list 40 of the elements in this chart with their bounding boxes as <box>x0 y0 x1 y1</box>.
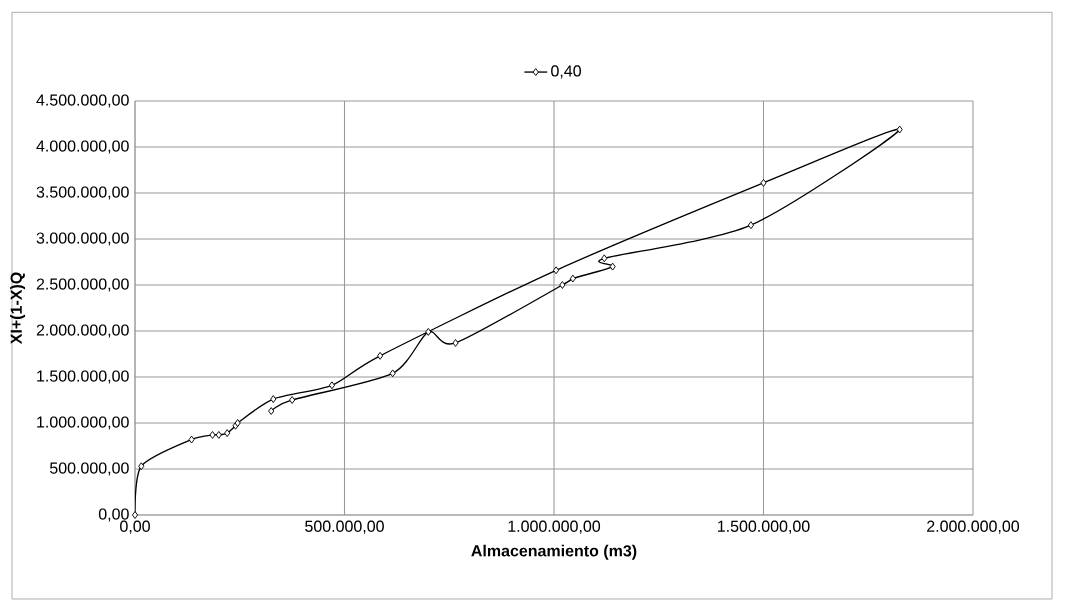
x-tick-label: 1.500.000,00 <box>718 520 810 534</box>
point <box>215 431 222 439</box>
point <box>389 369 396 378</box>
y-tick-label: 3.500.000,00 <box>36 186 129 200</box>
point <box>760 178 767 187</box>
point <box>747 221 754 230</box>
point <box>138 462 145 471</box>
y-tick-label: 1.500.000,00 <box>37 370 129 384</box>
y-tick-label: 500.000,00 <box>49 462 129 476</box>
point <box>601 254 608 263</box>
point <box>328 381 335 390</box>
point <box>131 511 139 519</box>
point <box>569 274 576 283</box>
point <box>559 281 566 289</box>
legend-label: 0,40 <box>551 65 581 79</box>
point <box>553 266 560 275</box>
y-tick-label: 4.000.000,00 <box>36 140 129 154</box>
x-tick-label: 0,00 <box>120 520 150 534</box>
y-tick-label: 0,00 <box>98 508 129 522</box>
point <box>224 429 231 438</box>
y-tick-label: 1.000.000,00 <box>37 416 129 430</box>
x-axis-title: Almacenamiento (m3) <box>471 544 637 560</box>
y-tick-label: 2.000.000,00 <box>36 324 129 338</box>
point <box>377 351 384 360</box>
point <box>270 395 277 404</box>
x-tick-label: 1.000.000,00 <box>508 520 601 534</box>
y-tick-label: 4.500.000,00 <box>36 94 129 108</box>
point <box>289 396 296 404</box>
point <box>188 435 195 444</box>
point <box>896 125 903 134</box>
point <box>452 339 459 347</box>
y-tick-label: 3.000.000,00 <box>36 232 129 246</box>
point <box>425 327 432 336</box>
x-tick-label: 500.000,00 <box>305 520 384 534</box>
y-axis-title: XI+(1-X)Q <box>10 272 26 345</box>
point <box>268 407 275 415</box>
point <box>209 431 216 439</box>
y-tick-label: 2.500.000,00 <box>36 278 129 292</box>
x-tick-label: 2.000.000,00 <box>927 520 1020 534</box>
point <box>609 262 616 271</box>
